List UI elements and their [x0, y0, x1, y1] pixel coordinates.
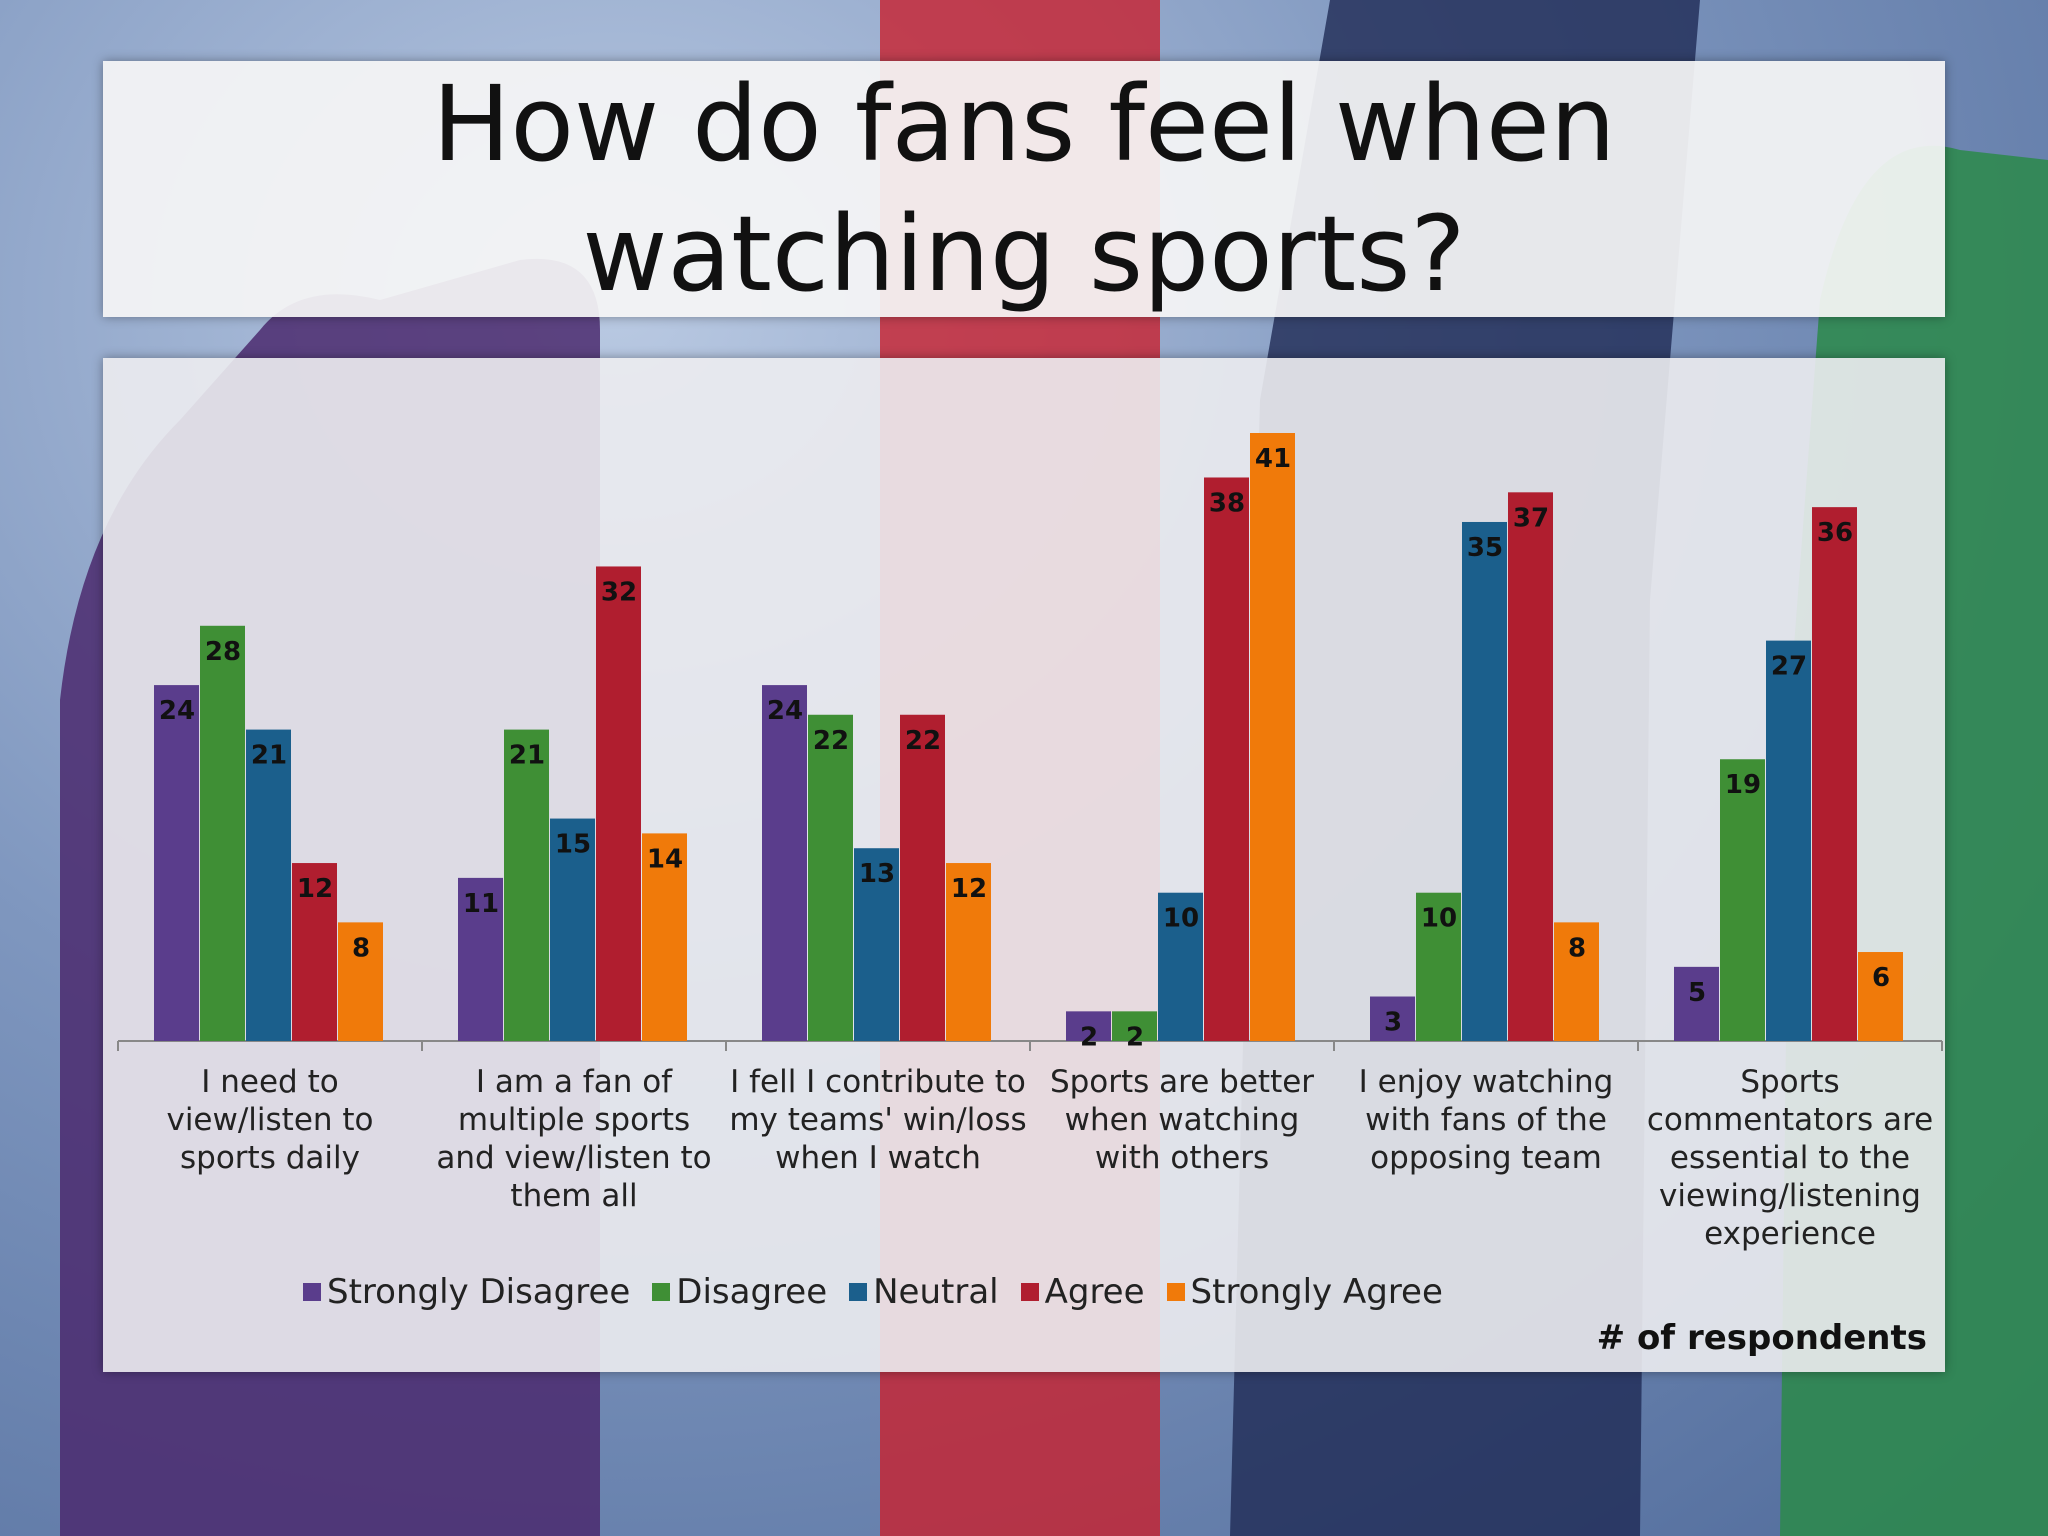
data-label: 24: [767, 696, 803, 726]
bar: [642, 833, 687, 1041]
data-label: 15: [555, 830, 591, 860]
data-label: 22: [813, 726, 849, 756]
legend-label: Strongly Disagree: [327, 1272, 631, 1312]
bar: [1462, 521, 1507, 1041]
bar: [1112, 1011, 1157, 1041]
legend-label: Strongly Agree: [1190, 1272, 1443, 1312]
slide-title: How do fans feel when watching sports?: [432, 63, 1616, 315]
category-label: I need to view/listen to sports daily: [166, 1064, 374, 1176]
units-note: # of respondents: [1596, 1318, 1927, 1358]
data-label: 24: [159, 696, 195, 726]
data-label: 21: [509, 741, 545, 771]
data-label: 10: [1163, 904, 1199, 934]
data-label: 13: [859, 859, 895, 889]
legend-item: Agree: [1020, 1272, 1145, 1312]
data-label: 28: [205, 637, 241, 667]
data-label: 36: [1817, 518, 1853, 548]
category-label: Sports commentators are essential to the…: [1646, 1064, 1934, 1252]
bar: [1158, 892, 1203, 1041]
legend-label: Disagree: [676, 1272, 828, 1312]
bar: [1508, 492, 1553, 1041]
chart-legend: Strongly Disagree Disagree Neutral Agree Str…: [303, 1272, 1443, 1312]
bar: [854, 848, 899, 1041]
data-label: 2: [1126, 1022, 1144, 1052]
data-label: 38: [1209, 488, 1245, 518]
bar: [458, 877, 503, 1041]
bar: [504, 729, 549, 1041]
bar: [1066, 1011, 1111, 1041]
bar: [900, 714, 945, 1041]
legend-item: Strongly Disagree: [303, 1272, 630, 1312]
bar: [1858, 952, 1903, 1041]
data-label: 14: [647, 844, 683, 874]
legend-label: Agree: [1044, 1272, 1145, 1312]
title-panel: How do fans feel when watching sports?: [103, 61, 1945, 317]
bar: [1370, 996, 1415, 1041]
data-label: 10: [1421, 904, 1457, 934]
bar: [808, 714, 853, 1041]
legend-swatch: [303, 1283, 321, 1301]
legend-item: Disagree: [652, 1272, 827, 1312]
data-label: 41: [1255, 444, 1291, 474]
bar: [946, 863, 991, 1041]
data-label: 27: [1771, 652, 1807, 682]
data-label: 19: [1725, 770, 1761, 800]
data-label: 37: [1513, 503, 1549, 533]
bar: [1554, 922, 1599, 1041]
legend-swatch: [1166, 1283, 1185, 1301]
data-label: 8: [1568, 933, 1586, 963]
data-label: 35: [1467, 533, 1503, 563]
bar: [1812, 507, 1857, 1041]
data-label: 12: [951, 874, 987, 904]
category-label: Sports are better when watching with oth…: [1049, 1064, 1315, 1176]
bar: [1250, 433, 1295, 1041]
data-label: 22: [905, 726, 941, 756]
bar: [200, 625, 245, 1041]
bar: [762, 685, 807, 1041]
category-label: I enjoy watching with fans of the opposi…: [1358, 1064, 1614, 1176]
bar: [338, 922, 383, 1041]
chart-panel: 24 28 21 12 8 11 21 15 32 14 24 22 13 22 12 2 2 10 38 41 3 10…: [103, 358, 1945, 1372]
category-label: I am a fan of multiple sports and view/l…: [436, 1064, 712, 1214]
bar: [550, 818, 595, 1041]
bar: [1674, 966, 1719, 1041]
data-label: 2: [1080, 1022, 1098, 1052]
bar: [246, 729, 291, 1041]
category-label: I fell I contribute to my teams' win/los…: [729, 1064, 1027, 1176]
bar: [154, 685, 199, 1041]
data-label: 5: [1688, 978, 1706, 1008]
bar: [1766, 640, 1811, 1041]
data-label: 8: [352, 933, 370, 963]
legend-item: Strongly Agree: [1166, 1272, 1443, 1312]
data-label: 32: [601, 577, 637, 607]
bar: [1416, 892, 1461, 1041]
data-label: 12: [297, 874, 333, 904]
legend-label: Neutral: [873, 1272, 999, 1312]
legend-swatch: [849, 1283, 868, 1301]
bar: [596, 566, 641, 1041]
legend-swatch: [1020, 1283, 1039, 1301]
data-label: 11: [463, 889, 499, 919]
bar: [292, 863, 337, 1041]
bar: [1720, 759, 1765, 1041]
legend-swatch: [652, 1283, 671, 1301]
data-label: 21: [251, 741, 287, 771]
data-label: 6: [1872, 963, 1890, 993]
data-label: 3: [1384, 1008, 1402, 1038]
legend-item: Neutral: [849, 1272, 999, 1312]
bar: [1204, 477, 1249, 1041]
grouped-bar-chart: 24 28 21 12 8 11 21 15 32 14 24 22 13 22 12 2 2 10 38 41 3 10…: [117, 433, 1943, 1052]
